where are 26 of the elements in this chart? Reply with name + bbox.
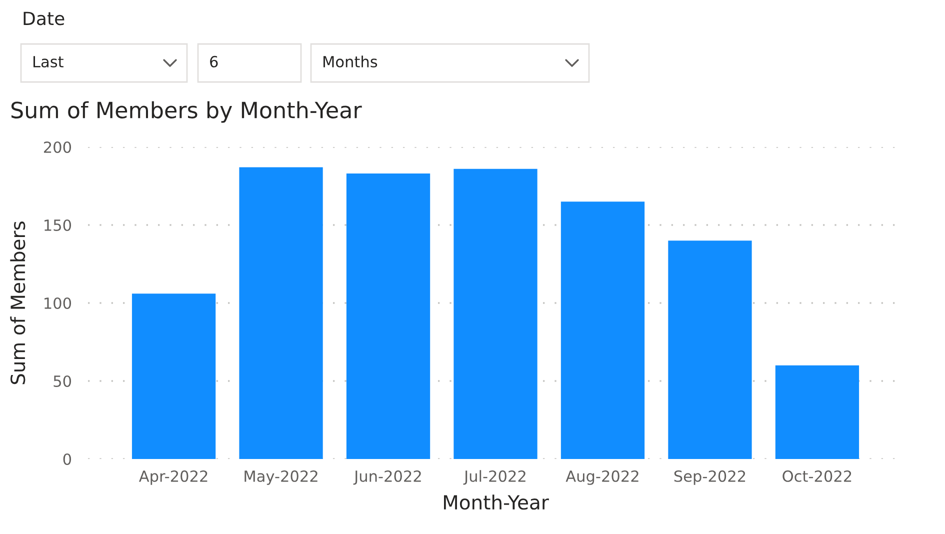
y-tick-label: 50	[54, 375, 72, 388]
bar	[346, 174, 430, 459]
bar	[560, 202, 645, 459]
text: 6	[210, 56, 218, 68]
bar	[132, 294, 216, 459]
bar	[239, 167, 323, 459]
x-tick-label: Jul-2022	[463, 470, 526, 485]
text: Date	[24, 12, 64, 26]
bar	[454, 168, 538, 459]
text: Last	[34, 56, 64, 68]
y-axis-title: Sum of Members	[10, 222, 26, 384]
y-tick-label: 100	[44, 297, 72, 310]
x-tick-label: Aug-2022	[566, 470, 638, 485]
y-tick-label: 0	[63, 453, 72, 466]
bar	[775, 365, 860, 459]
chart-title: Sum of Members by Month-Year	[11, 101, 362, 123]
x-tick-label: Jun-2022	[353, 470, 421, 485]
text: Months	[324, 56, 378, 68]
y-tick-label: 200	[44, 141, 72, 154]
x-axis-title: Month-Year	[444, 494, 549, 510]
x-tick-label: Apr-2022	[138, 470, 208, 485]
y-tick-label: 150	[44, 219, 72, 232]
x-tick-label: Sep-2022	[674, 470, 746, 485]
x-tick-label: Oct-2022	[782, 470, 852, 482]
x-tick-label: May-2022	[244, 470, 318, 485]
bar	[668, 240, 752, 459]
